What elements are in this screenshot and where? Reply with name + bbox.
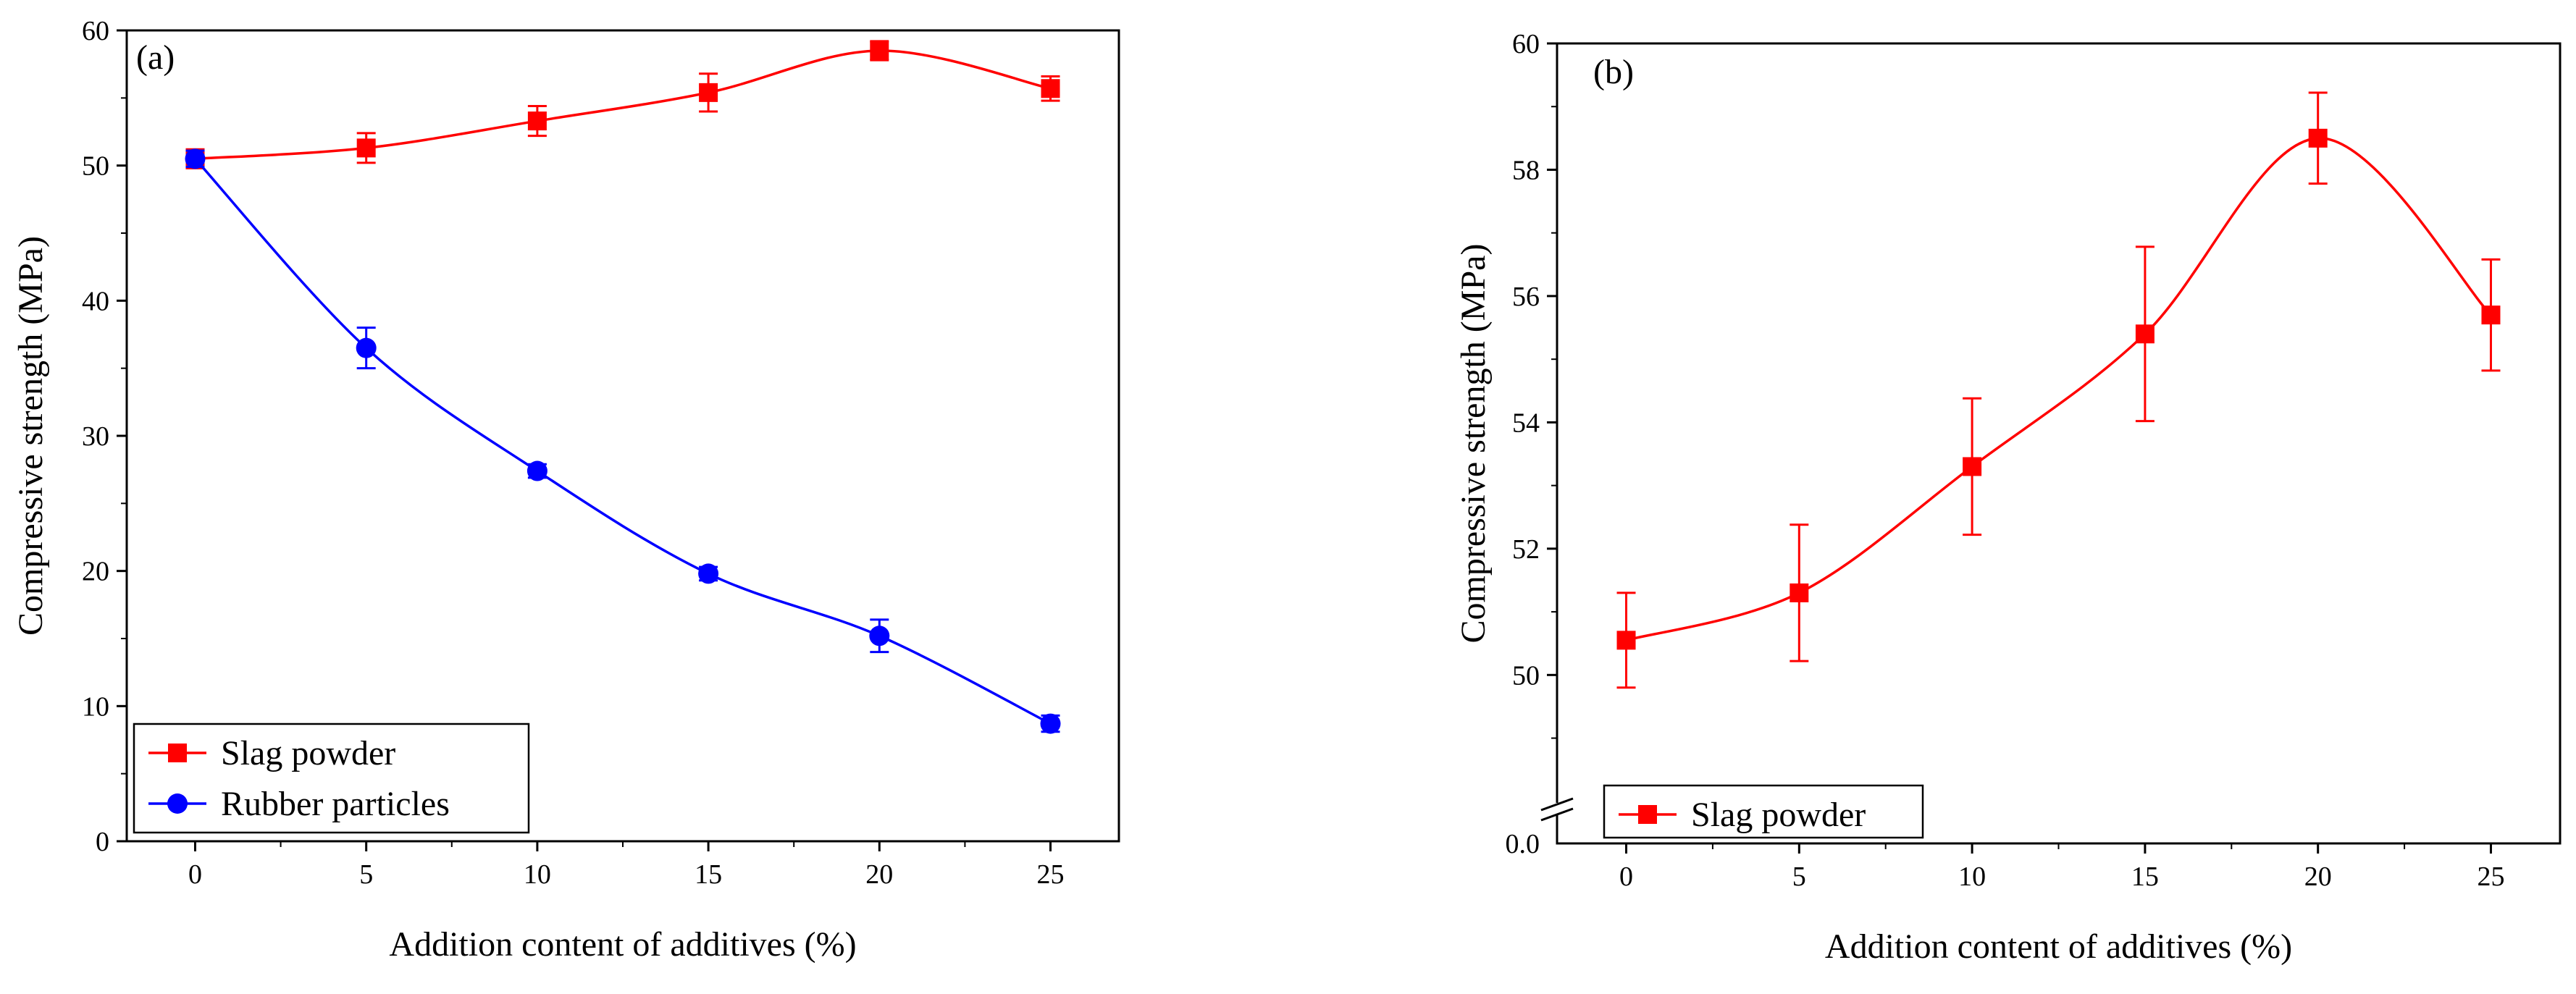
data-point — [185, 148, 206, 169]
legend-box — [1603, 784, 1924, 839]
y-tick-label: 50 — [82, 151, 109, 182]
x-tick-label: 5 — [1792, 862, 1806, 892]
legend-marker — [167, 793, 188, 814]
x-tick-label: 0 — [188, 859, 202, 890]
data-point — [356, 337, 377, 358]
x-tick-label: 0 — [1619, 862, 1633, 892]
data-point — [526, 460, 547, 481]
panel-a-chart: 0 5 10 15 20 25 0 10 20 30 40 50 60 Addition content … — [12, 16, 1120, 964]
panel-b-chart: 0 5 10 15 20 25 50 52 54 56 58 60 0.0 Addition conten… — [1454, 29, 2562, 966]
y-tick-label: 30 — [82, 421, 109, 452]
legend-label: Slag powder — [221, 734, 395, 772]
axis-break-mark — [1540, 807, 1574, 822]
y-tick-label: 10 — [82, 691, 109, 722]
data-point — [2135, 324, 2155, 344]
series-rubber-particles — [185, 148, 1061, 734]
x-tick-label: 10 — [1958, 862, 1986, 892]
data-point — [698, 563, 719, 584]
legend-label: Slag powder — [1691, 796, 1866, 834]
axis-break-mark — [1540, 797, 1574, 812]
x-tick-label: 20 — [865, 859, 893, 890]
data-point — [699, 83, 718, 102]
x-tick-label: 25 — [1037, 859, 1065, 890]
series-line — [194, 158, 1052, 725]
x-axis-title: Addition content of additives (%) — [389, 925, 856, 964]
legend-box — [133, 723, 530, 834]
legend-marker — [168, 744, 187, 762]
x-tick-label: 20 — [2304, 862, 2332, 892]
data-point — [527, 111, 547, 131]
data-point — [1790, 583, 1809, 602]
x-tick-label: 15 — [695, 859, 722, 890]
plot-frame — [1556, 42, 2562, 845]
y-break-tick-label: 0.0 — [1506, 829, 1540, 859]
series-line — [195, 49, 1051, 161]
y-tick-label: 52 — [1512, 534, 1540, 565]
plot-frame — [125, 29, 1120, 843]
data-point — [2308, 128, 2328, 148]
y-tick-label: 58 — [1512, 155, 1540, 185]
y-tick-label: 54 — [1512, 408, 1540, 438]
y-tick-label: 50 — [1512, 660, 1540, 691]
data-point — [1040, 713, 1061, 734]
x-tick-label: 10 — [524, 859, 551, 890]
y-tick-label: 0 — [96, 827, 109, 857]
y-tick-label: 60 — [1512, 29, 1540, 59]
y-axis-title: Compressive strength (MPa) — [12, 236, 50, 636]
x-tick-label: 15 — [2131, 862, 2159, 892]
legend: Slag powder Rubber particles — [133, 723, 530, 834]
y-axis-title: Compressive strength (MPa) — [1454, 244, 1493, 644]
data-point — [1963, 457, 1982, 476]
data-point — [1041, 79, 1060, 98]
series-slag-powder — [185, 40, 1060, 169]
panel-label: (a) — [136, 38, 175, 77]
y-tick-label: 60 — [82, 16, 109, 46]
y-tick-label: 40 — [82, 286, 109, 316]
series-line — [1626, 137, 2492, 642]
x-axis-title: Addition content of additives (%) — [1825, 927, 2292, 966]
x-tick-label: 5 — [359, 859, 373, 890]
series-slag-powder — [1616, 91, 2501, 689]
legend-marker — [1638, 805, 1657, 824]
legend-label: Rubber particles — [221, 785, 450, 823]
data-point — [869, 626, 890, 646]
data-point — [870, 41, 889, 60]
x-tick-label: 25 — [2477, 862, 2504, 892]
y-tick-label: 56 — [1512, 282, 1540, 312]
panel-label: (b) — [1593, 53, 1634, 91]
data-point — [2481, 306, 2501, 325]
y-tick-label: 20 — [82, 557, 109, 587]
data-point — [356, 138, 376, 158]
data-point — [1616, 631, 1636, 650]
legend: Slag powder — [1603, 784, 1924, 839]
